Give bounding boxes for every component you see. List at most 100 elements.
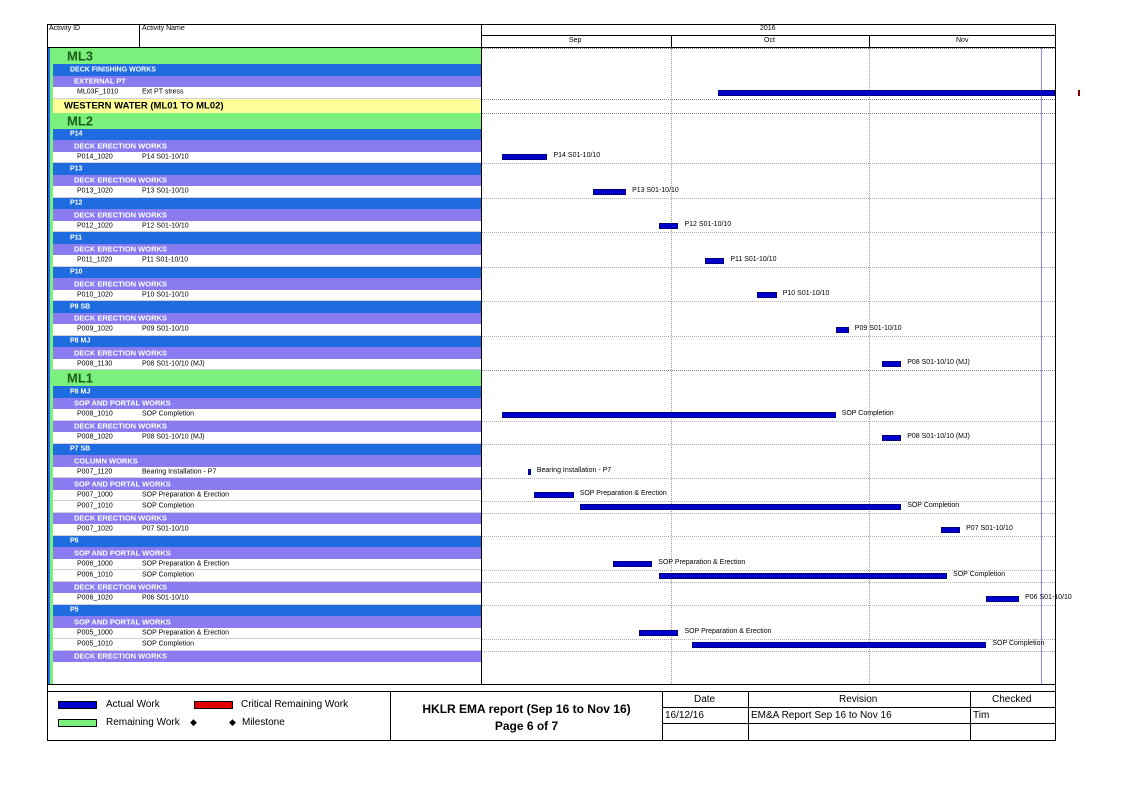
activity-row: ML03F_1010 Ext PT stress bbox=[53, 87, 481, 99]
bar-label: P14 S01-10/10 bbox=[553, 152, 601, 160]
wbs-level2-band: P14 bbox=[53, 128, 481, 140]
wbs-label: SOP AND PORTAL WORKS bbox=[74, 548, 171, 558]
wbs-label: DECK FINISHING WORKS bbox=[70, 66, 156, 74]
row-grid-line bbox=[482, 478, 1055, 479]
activity-bar bbox=[986, 595, 1020, 602]
activity-name: SOP Preparation & Erection bbox=[142, 560, 230, 568]
activity-id: P009_1020 bbox=[77, 325, 113, 333]
activity-row: P007_1010 SOP Completion bbox=[53, 501, 481, 513]
wbs-level3-band: DECK ERECTION WORKS bbox=[53, 512, 481, 524]
wbs-level2-band: DECK FINISHING WORKS bbox=[53, 64, 481, 76]
activity-name: Ext PT stress bbox=[142, 88, 184, 96]
wbs-level1-band: ML2 bbox=[53, 112, 481, 129]
activity-row: P007_1020 P07 S01-10/10 bbox=[53, 524, 481, 536]
row-grid-line bbox=[482, 650, 1055, 652]
chart-bottom-border bbox=[47, 684, 1056, 685]
activity-id: P008_1020 bbox=[77, 433, 113, 441]
activity-id: P007_1120 bbox=[77, 468, 113, 476]
activity-row: P010_1020 P10 S01-10/10 bbox=[53, 289, 481, 301]
activity-id: P007_1010 bbox=[77, 502, 113, 510]
wbs-label: P7 SB bbox=[70, 445, 91, 453]
activity-bar bbox=[940, 526, 961, 533]
activity-name: SOP Completion bbox=[142, 410, 195, 418]
activity-id: P007_1000 bbox=[77, 491, 113, 499]
wbs-label: DECK ERECTION WORKS bbox=[74, 348, 167, 358]
activity-id: P010_1020 bbox=[77, 291, 113, 299]
legend-critical-swatch bbox=[194, 701, 233, 709]
wbs-label: P12 bbox=[70, 199, 83, 207]
column-header-activity-name: Activity Name bbox=[142, 25, 185, 32]
wbs-label: ML2 bbox=[67, 113, 93, 128]
timeline-year: 2016 bbox=[760, 25, 776, 32]
wbs-label: P8 MJ bbox=[70, 337, 91, 345]
wbs-level3-band: COLUMN WORKS bbox=[53, 455, 481, 467]
bar-label: P08 S01-10/10 (MJ) bbox=[907, 359, 970, 367]
wbs-level3-band: DECK ERECTION WORKS bbox=[53, 650, 481, 662]
activity-bar bbox=[658, 223, 679, 230]
activity-bar bbox=[580, 503, 902, 510]
month-divider-nov bbox=[869, 35, 870, 47]
date-value: 16/12/16 bbox=[665, 710, 704, 721]
wbs-level3-band: DECK ERECTION WORKS bbox=[53, 209, 481, 221]
activity-row: P014_1020 P14 S01-10/10 bbox=[53, 151, 481, 163]
wbs-level1-band: ML3 bbox=[53, 48, 481, 64]
timeline-month-sep: Sep bbox=[569, 37, 582, 44]
wbs-level2-band: P10 bbox=[53, 266, 481, 278]
row-grid-line bbox=[482, 501, 1055, 502]
wbs-label: SOP AND PORTAL WORKS bbox=[74, 617, 171, 627]
milestone-diamond-icon: ◆ bbox=[229, 717, 236, 727]
row-grid-line bbox=[482, 535, 1055, 537]
wbs-label: DECK ERECTION WORKS bbox=[74, 313, 167, 323]
legend-actual-swatch bbox=[58, 701, 97, 709]
activity-row: P009_1020 P09 S01-10/10 bbox=[53, 324, 481, 336]
checked-value: Tim bbox=[973, 710, 990, 721]
legend-critical-remaining-work: Critical Remaining Work bbox=[241, 699, 349, 710]
bar-label: P08 S01-10/10 (MJ) bbox=[907, 432, 970, 440]
activity-id: P007_1020 bbox=[77, 525, 113, 533]
revision-header: Revision bbox=[839, 694, 878, 705]
wbs-level3-band: SOP AND PORTAL WORKS bbox=[53, 397, 481, 409]
wbs-level2-band: P8 MJ bbox=[53, 386, 481, 398]
legend-actual-work: Actual Work bbox=[106, 699, 160, 710]
activity-bar bbox=[639, 630, 679, 637]
column-header-activity-id: Activity ID bbox=[49, 25, 81, 32]
bar-label: P06 S01-10/10 bbox=[1025, 593, 1072, 601]
activity-row: P008_1130 P08 S01-10/10 (MJ) bbox=[53, 358, 481, 370]
wbs-level3-band: SOP AND PORTAL WORKS bbox=[53, 616, 481, 628]
wbs-label: DECK ERECTION WORKS bbox=[74, 141, 167, 151]
bar-label: Bearing Installation - P7 bbox=[536, 467, 612, 475]
wbs-level3-band: DECK ERECTION WORKS bbox=[53, 174, 481, 186]
wbs-level1-band: ML1 bbox=[53, 370, 481, 386]
row-grid-line bbox=[482, 443, 1055, 445]
activity-name: P09 S01-10/10 bbox=[142, 325, 189, 333]
timeline-month-oct: Oct bbox=[764, 37, 775, 44]
wbs-level2-band: P13 bbox=[53, 163, 481, 175]
title-table-col1 bbox=[748, 691, 749, 741]
bar-label: SOP Completion bbox=[992, 639, 1045, 647]
row-grid-line bbox=[482, 163, 1055, 164]
wbs-level3-band: DECK ERECTION WORKS bbox=[53, 581, 481, 593]
wbs-label: DECK ERECTION WORKS bbox=[74, 279, 167, 289]
activity-bar bbox=[835, 326, 849, 333]
wbs-label: DECK ERECTION WORKS bbox=[74, 651, 167, 661]
timeline-month-nov: Nov bbox=[956, 37, 969, 44]
activity-id: P011_1020 bbox=[77, 256, 113, 264]
activity-name: Bearing Installation - P7 bbox=[142, 468, 217, 476]
activity-bar bbox=[527, 469, 531, 476]
wbs-label: P6 bbox=[70, 537, 79, 545]
activity-name: P14 S01-10/10 bbox=[142, 153, 189, 161]
activity-row: P008_1020 P08 S01-10/10 (MJ) bbox=[53, 432, 481, 444]
wbs-label: SOP AND PORTAL WORKS bbox=[74, 398, 171, 408]
header-divider bbox=[139, 24, 140, 47]
activity-name: P12 S01-10/10 bbox=[142, 222, 189, 230]
activity-id: P005_1010 bbox=[77, 640, 113, 648]
outline-strip-blue bbox=[48, 48, 50, 684]
group-grid-line bbox=[482, 98, 1055, 100]
wbs-label: ML1 bbox=[67, 370, 93, 386]
activity-bar bbox=[658, 572, 948, 579]
activity-id: ML03F_1010 bbox=[77, 88, 119, 96]
title-block-divider-left bbox=[390, 691, 391, 741]
wbs-level3-band: DECK ERECTION WORKS bbox=[53, 312, 481, 324]
bar-label: SOP Completion bbox=[953, 570, 1006, 578]
activity-name: P13 S01-10/10 bbox=[142, 187, 189, 195]
